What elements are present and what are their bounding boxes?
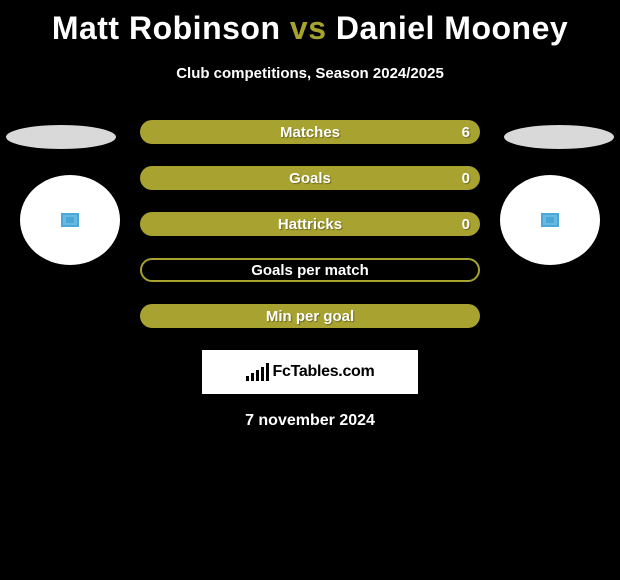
stat-row-goals-per-match: Goals per match xyxy=(140,258,480,282)
stat-label: Hattricks xyxy=(278,216,342,233)
logo-bars-icon xyxy=(246,363,269,381)
date-label: 7 november 2024 xyxy=(0,412,620,430)
club-crest-icon xyxy=(541,213,559,227)
player1-name: Matt Robinson xyxy=(52,10,281,46)
logo-text: FcTables.com xyxy=(273,363,375,381)
subtitle: Club competitions, Season 2024/2025 xyxy=(0,65,620,82)
player1-club-badge xyxy=(20,175,120,265)
stat-row-matches: Matches 6 xyxy=(140,120,480,144)
player1-photo-placeholder xyxy=(6,125,116,149)
stat-row-min-per-goal: Min per goal xyxy=(140,304,480,328)
stat-label: Goals per match xyxy=(251,262,369,279)
player2-club-badge xyxy=(500,175,600,265)
comparison-title: Matt Robinson vs Daniel Mooney xyxy=(0,0,620,47)
club-crest-icon xyxy=(61,213,79,227)
stat-right-value: 0 xyxy=(462,170,470,187)
stat-label: Goals xyxy=(289,170,331,187)
stat-row-goals: Goals 0 xyxy=(140,166,480,190)
stat-label: Matches xyxy=(280,124,340,141)
vs-label: vs xyxy=(290,10,327,46)
stat-right-value: 6 xyxy=(462,124,470,141)
fctables-logo: FcTables.com xyxy=(202,350,418,394)
stat-right-value: 0 xyxy=(462,216,470,233)
player2-name: Daniel Mooney xyxy=(336,10,568,46)
stat-label: Min per goal xyxy=(266,308,354,325)
stat-row-hattricks: Hattricks 0 xyxy=(140,212,480,236)
player2-photo-placeholder xyxy=(504,125,614,149)
